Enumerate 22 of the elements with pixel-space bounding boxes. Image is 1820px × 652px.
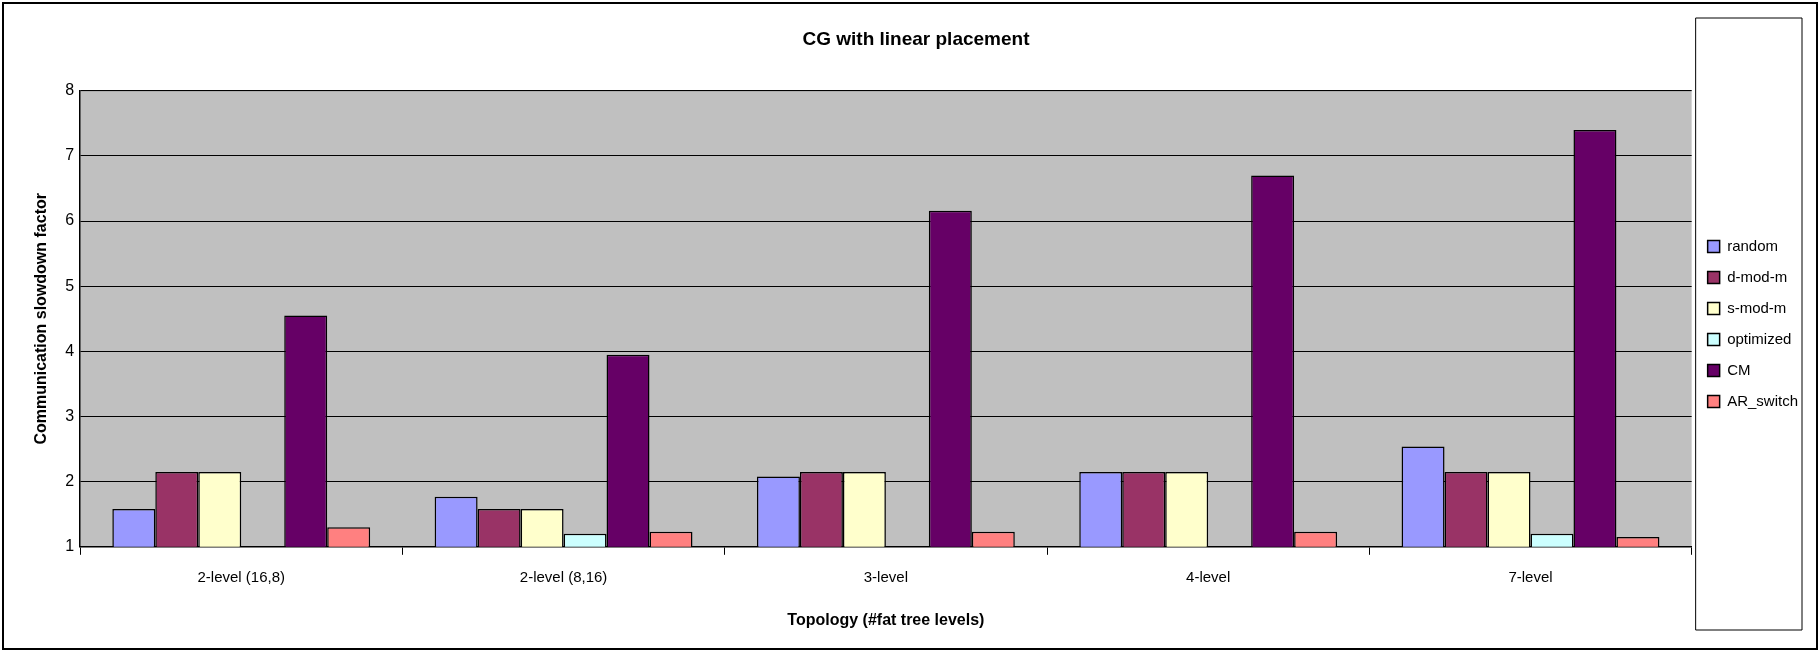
x-axis-title: Topology (#fat tree levels): [787, 610, 985, 628]
legend-label: random: [1727, 236, 1778, 254]
y-tick-label: 3: [65, 406, 75, 424]
y-tick-label: 7: [65, 146, 75, 164]
legend-label: d-mod-m: [1727, 267, 1788, 285]
x-tick-label: 2-level (16,8): [197, 567, 286, 585]
y-tick-label: 6: [65, 211, 75, 229]
x-tick-label: 7-level: [1508, 567, 1553, 585]
legend-label: optimized: [1727, 329, 1792, 347]
legend-label: AR_switch: [1727, 391, 1798, 409]
y-tick-label: 1: [65, 537, 75, 555]
y-axis-title: Communication slowdown factor: [32, 193, 50, 445]
x-tick-label: 3-level: [863, 567, 908, 585]
x-tick-label: 4-level: [1186, 567, 1231, 585]
y-tick-label: 5: [65, 276, 75, 294]
chart-title: CG with linear placement: [802, 27, 1031, 49]
y-tick-label: 4: [65, 341, 75, 359]
legend-label: s-mod-m: [1727, 298, 1787, 316]
y-tick-label: 2: [65, 472, 75, 490]
legend-label: CM: [1727, 360, 1751, 378]
x-tick-label: 2-level (8,16): [519, 567, 608, 585]
y-tick-label: 8: [65, 81, 75, 99]
